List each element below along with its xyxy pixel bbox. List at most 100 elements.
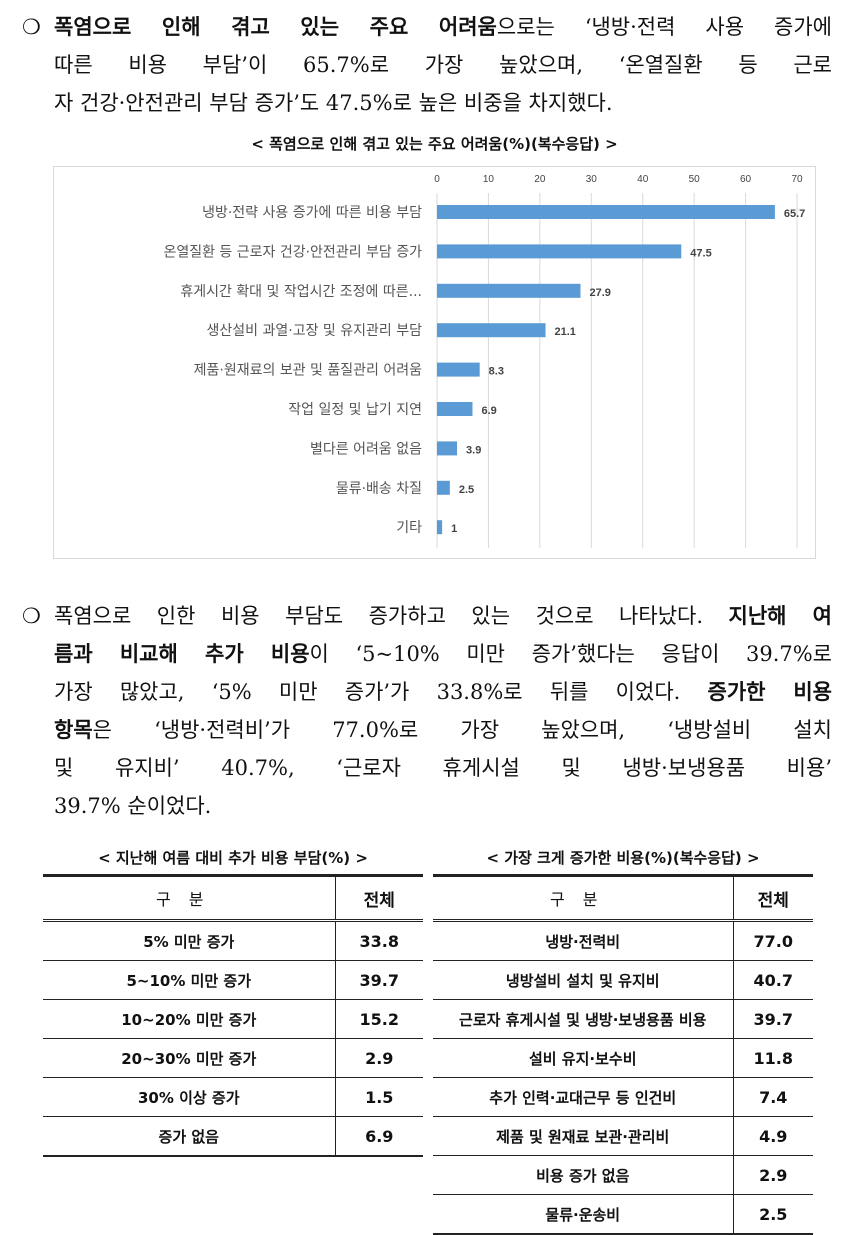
data-label: 6.9 (481, 405, 496, 417)
x-tick-label: 30 (586, 174, 598, 185)
bar (437, 441, 458, 456)
table-cell-label: 5~10% 미만 증가 (43, 960, 335, 1000)
table-cell-label: 20~30% 미만 증가 (43, 1038, 335, 1078)
table-cell-label: 냉방설비 설치 및 유지비 (433, 960, 733, 1000)
x-tick-label: 70 (791, 174, 803, 185)
table-cell-value: 6.9 (334, 1116, 423, 1157)
bar (437, 362, 480, 377)
bar-chart-svg: 0 10 20 30 40 50 60 70 냉방·전략 사용 증가에 따른 비용 부담 65.7… (163, 174, 805, 548)
table-cell-label: 물류·운송비 (433, 1194, 733, 1235)
data-label: 1 (451, 523, 457, 535)
paragraph-2-line-1: 폭염으로 인한 비용 부담도 증가하고 있는 것으로 나타났다. 지난해 여 (54, 604, 832, 628)
table-row: 냉방설비 설치 및 유지비 40.7 (433, 960, 813, 1000)
table-row: 20~30% 미만 증가 2.9 (43, 1038, 423, 1078)
table-cell-value: 7.4 (732, 1077, 813, 1117)
data-label: 21.1 (555, 326, 576, 338)
table-header-row: 구분 전체 (43, 874, 423, 922)
table-cell-label: 냉방·전력비 (433, 920, 733, 961)
data-label: 47.5 (690, 247, 711, 259)
category-label: 온열질환 등 근로자 건강·안전관리 부담 증가 (163, 244, 422, 260)
table-1: 구분 전체 5% 미만 증가 33.8 5~10% 미만 증가 39.7 10~20… (43, 874, 423, 1157)
table-cell-label: 증가 없음 (43, 1116, 335, 1157)
data-label: 3.9 (466, 444, 481, 456)
paragraph-2-line-6: 39.7% 순이었다. (54, 794, 212, 818)
table-header-category: 구분 (43, 874, 335, 922)
table-row: 5% 미만 증가 33.8 (43, 920, 423, 961)
table-cell-label: 제품 및 원재료 보관·관리비 (433, 1116, 733, 1156)
data-label: 27.9 (589, 287, 610, 299)
table-header-category: 구분 (433, 874, 733, 922)
paragraph-1: ❍ 폭염으로 인해 겪고 있는 주요 어려움으로는 ‘냉방·전력 사용 증가에 … (22, 8, 832, 122)
table-cell-value: 15.2 (334, 999, 423, 1039)
table-row: 추가 인력·교대근무 등 인건비 7.4 (433, 1077, 813, 1117)
data-label: 2.5 (459, 484, 474, 496)
table-row: 증가 없음 6.9 (43, 1116, 423, 1157)
table-header-total: 전체 (334, 874, 423, 922)
table-row: 근로자 휴게시설 및 냉방·보냉용품 비용 39.7 (433, 999, 813, 1039)
bar (437, 244, 682, 259)
table-1-caption: < 지난해 여름 대비 추가 비용 부담(%) > (98, 849, 368, 867)
table-cell-value: 4.9 (732, 1116, 813, 1156)
table-2: 구분 전체 냉방·전력비 77.0 냉방설비 설치 및 유지비 40.7 근로자 휴… (433, 874, 813, 1235)
table-row: 30% 이상 증가 1.5 (43, 1077, 423, 1117)
bar (437, 323, 546, 338)
table-cell-value: 11.8 (732, 1038, 813, 1078)
table-row: 물류·운송비 2.5 (433, 1194, 813, 1235)
bar (437, 480, 450, 495)
bullet-circle-icon: ❍ (22, 604, 41, 628)
paragraph-2: ❍ 폭염으로 인한 비용 부담도 증가하고 있는 것으로 나타났다. 지난해 여… (22, 597, 832, 825)
paragraph-1-line-2: 따른 비용 부담’이 65.7%로 가장 높았으며, ‘온열질환 등 근로 (54, 53, 832, 77)
table-header-row: 구분 전체 (433, 874, 813, 922)
table-cell-value: 39.7 (732, 999, 813, 1039)
data-label: 65.7 (784, 208, 805, 220)
bar (437, 402, 473, 416)
paragraph-2-line-2: 름과 비교해 추가 비용이 ‘5~10% 미만 증가’했다는 응답이 39.7%… (54, 642, 832, 666)
table-2-caption: < 가장 크게 증가한 비용(%)(복수응답) > (486, 849, 760, 867)
table-row: 10~20% 미만 증가 15.2 (43, 999, 423, 1039)
category-label: 휴게시간 확대 및 작업시간 조정에 따른... (180, 284, 422, 300)
x-tick-label: 50 (689, 174, 701, 185)
table-row: 냉방·전력비 77.0 (433, 920, 813, 961)
category-label: 기타 (396, 520, 422, 536)
category-label: 생산설비 과열·고장 및 유지관리 부담 (207, 323, 423, 339)
category-label: 제품·원재료의 보관 및 품질관리 어려움 (194, 363, 422, 379)
category-label: 냉방·전략 사용 증가에 따른 비용 부담 (202, 205, 422, 221)
paragraph-1-line-3: 자 건강·안전관리 부담 증가’도 47.5%로 높은 비중을 차지했다. (54, 91, 613, 115)
paragraph-2-line-4: 항목은 ‘냉방·전력비’가 77.0%로 가장 높았으며, ‘냉방설비 설치 (54, 718, 832, 742)
x-tick-label: 10 (483, 174, 495, 185)
paragraph-1-line-1: 폭염으로 인해 겪고 있는 주요 어려움으로는 ‘냉방·전력 사용 증가에 (54, 15, 832, 39)
bar-chart: 0 10 20 30 40 50 60 70 냉방·전략 사용 증가에 따른 비용 부담 65.7… (53, 166, 816, 559)
table-cell-value: 2.9 (732, 1155, 813, 1195)
x-tick-label: 0 (434, 174, 440, 185)
x-tick-label: 60 (740, 174, 752, 185)
category-label: 작업 일정 및 납기 지연 (288, 402, 422, 418)
table-row: 설비 유지·보수비 11.8 (433, 1038, 813, 1078)
table-cell-value: 39.7 (334, 960, 423, 1000)
bar (437, 520, 443, 535)
table-cell-label: 30% 이상 증가 (43, 1077, 335, 1117)
paragraph-2-line-3: 가장 많았고, ‘5% 미만 증가’가 33.8%로 뒤를 이었다. 증가한 비… (54, 680, 832, 704)
table-row: 비용 증가 없음 2.9 (433, 1155, 813, 1195)
bar (437, 283, 581, 298)
table-cell-value: 33.8 (334, 920, 423, 961)
chart-caption: < 폭염으로 인해 겪고 있는 주요 어려움(%)(복수응답) > (251, 135, 618, 153)
table-cell-label: 추가 인력·교대근무 등 인건비 (433, 1077, 733, 1117)
category-label: 별다른 어려움 없음 (310, 441, 422, 457)
table-row: 제품 및 원재료 보관·관리비 4.9 (433, 1116, 813, 1156)
table-header-total: 전체 (732, 874, 813, 922)
category-label: 물류·배송 차질 (336, 481, 422, 497)
x-tick-label: 20 (534, 174, 546, 185)
table-cell-value: 1.5 (334, 1077, 423, 1117)
table-cell-value: 77.0 (732, 920, 813, 961)
table-cell-label: 10~20% 미만 증가 (43, 999, 335, 1039)
table-cell-label: 설비 유지·보수비 (433, 1038, 733, 1078)
bar (437, 205, 775, 219)
bullet-circle-icon: ❍ (22, 15, 41, 39)
table-cell-value: 2.9 (334, 1038, 423, 1078)
table-cell-value: 40.7 (732, 960, 813, 1000)
table-row: 5~10% 미만 증가 39.7 (43, 960, 423, 1000)
table-cell-label: 비용 증가 없음 (433, 1155, 733, 1195)
x-tick-label: 40 (637, 174, 649, 185)
paragraph-2-line-5: 및 유지비’ 40.7%, ‘근로자 휴게시설 및 냉방·보냉용품 비용’ (54, 756, 832, 780)
table-cell-label: 근로자 휴게시설 및 냉방·보냉용품 비용 (433, 999, 733, 1039)
